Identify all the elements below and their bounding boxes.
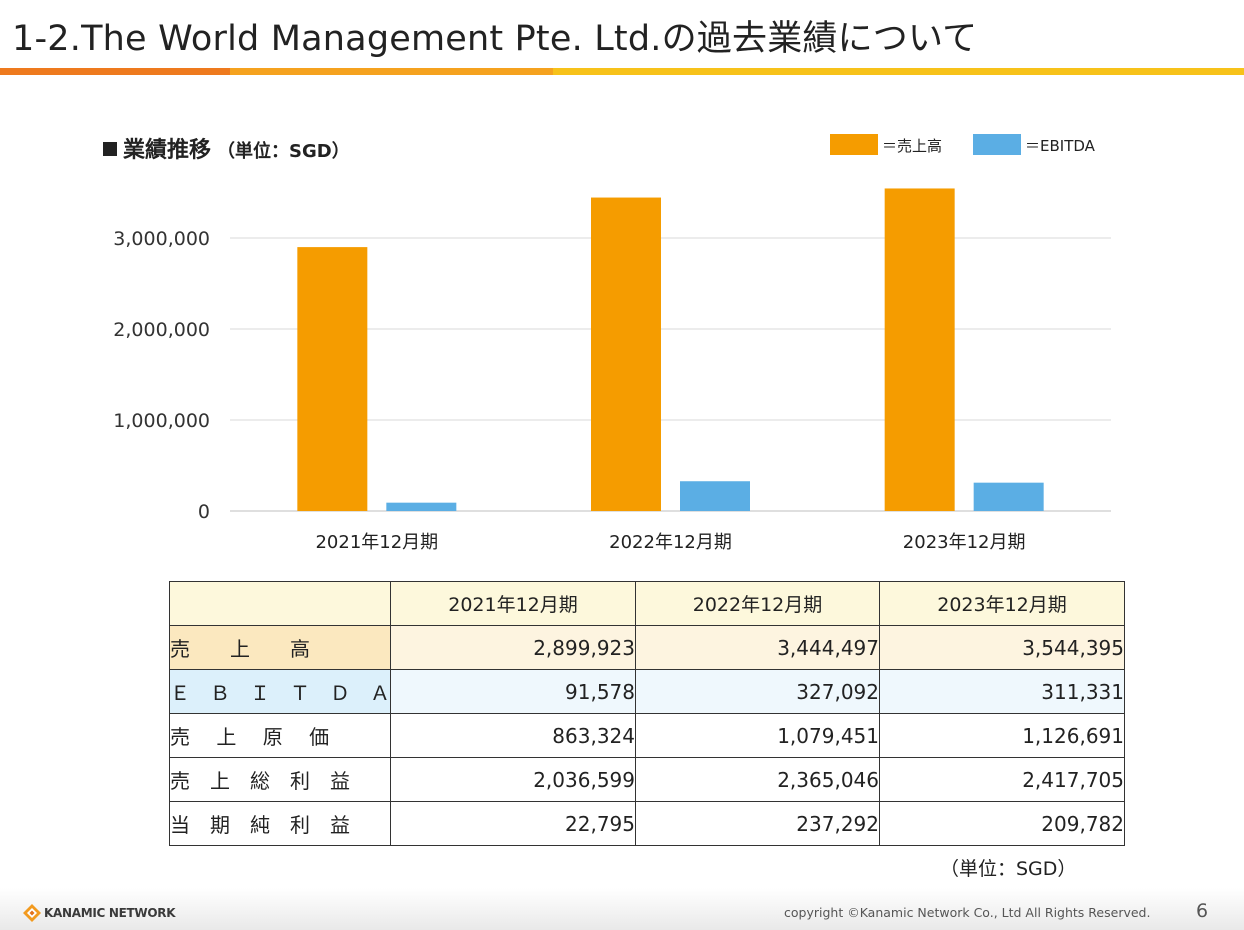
table-row: 売 上 高 2,899,923 3,444,497 3,544,395: [169, 625, 1125, 670]
slide-title: 1-2.The World Management Pte. Ltd.の過去業績に…: [12, 19, 978, 59]
table-cell: 3,444,497: [635, 625, 880, 670]
table-cell: 3,544,395: [879, 625, 1125, 670]
row-label-net-income: 当 期 純 利 益: [169, 801, 391, 846]
legend-label-sales: ＝売上高: [882, 137, 943, 155]
y-tick-label: 3,000,000: [113, 228, 210, 250]
bar-sales-3: [884, 188, 955, 511]
chart-heading-unit: （単位：SGD）: [217, 141, 350, 162]
table-header-corner: [169, 581, 391, 626]
square-bullet-icon: [103, 142, 117, 156]
table-cell: 2,417,705: [879, 757, 1125, 802]
table-header-cell: 2022年12月期: [635, 581, 880, 626]
x-tick-label: 2021年12月期: [315, 532, 438, 553]
table-cell: 209,782: [879, 801, 1125, 846]
logo-text: KANAMIC NETWORK: [44, 906, 176, 920]
table-cell: 2,899,923: [390, 625, 636, 670]
table-row: 当 期 純 利 益 22,795 237,292 209,782: [169, 801, 1125, 846]
performance-table: 2021年12月期 2022年12月期 2023年12月期 売 上 高 2,89…: [169, 581, 1125, 846]
table-row: Ｅ Ｂ Ｉ Ｔ Ｄ Ａ 91,578 327,092 311,331: [169, 669, 1125, 714]
copyright-text: copyright ©Kanamic Network Co., Ltd All …: [784, 905, 1151, 920]
row-label-sales: 売 上 高: [169, 625, 391, 670]
table-cell: 327,092: [635, 669, 880, 714]
x-tick-label: 2023年12月期: [903, 532, 1026, 553]
legend-swatch-ebitda: [973, 134, 1021, 155]
bar-sales-1: [297, 247, 368, 512]
table-row: 売 上 総 利 益 2,036,599 2,365,046 2,417,705: [169, 757, 1125, 802]
table-cell: 237,292: [635, 801, 880, 846]
kanamic-logo-icon: [23, 904, 41, 922]
table-cell: 91,578: [390, 669, 636, 714]
legend-swatch-sales: [830, 134, 878, 155]
table-header-cell: 2021年12月期: [390, 581, 636, 626]
legend-label-ebitda: ＝EBITDA: [1025, 137, 1095, 155]
page-number: 6: [1196, 900, 1209, 922]
chart-heading-label: 業績推移: [123, 138, 212, 163]
title-underline: [0, 68, 1244, 75]
table-cell: 1,126,691: [879, 713, 1125, 758]
y-tick-label: 2,000,000: [113, 319, 210, 341]
x-tick-label: 2022年12月期: [609, 532, 732, 553]
table-header-row: 2021年12月期 2022年12月期 2023年12月期: [169, 581, 1125, 626]
footer-band: [0, 888, 1244, 930]
y-tick-label: 0: [198, 501, 210, 523]
chart-heading: 業績推移 （単位：SGD）: [103, 132, 350, 164]
bar-ebitda-3: [973, 482, 1044, 511]
table-row: 売 上 原 価 863,324 1,079,451 1,126,691: [169, 713, 1125, 758]
table-cell: 863,324: [390, 713, 636, 758]
bar-ebitda-1: [386, 502, 457, 511]
row-label-ebitda: Ｅ Ｂ Ｉ Ｔ Ｄ Ａ: [169, 669, 391, 714]
table-unit-note: （単位：SGD）: [940, 858, 1077, 880]
y-tick-label: 1,000,000: [113, 410, 210, 432]
table-cell: 2,036,599: [390, 757, 636, 802]
row-label-gross-profit: 売 上 総 利 益: [169, 757, 391, 802]
row-label-cost-of-sales: 売 上 原 価: [169, 713, 391, 758]
table-cell: 1,079,451: [635, 713, 880, 758]
table-cell: 2,365,046: [635, 757, 880, 802]
table-header-cell: 2023年12月期: [879, 581, 1125, 626]
bar-sales-2: [591, 197, 661, 511]
bar-ebitda-2: [680, 481, 750, 511]
table-cell: 22,795: [390, 801, 636, 846]
table-cell: 311,331: [879, 669, 1125, 714]
performance-bar-chart: 0 1,000,000 2,000,000 3,000,000 2021年12月期 202…: [113, 188, 1111, 553]
